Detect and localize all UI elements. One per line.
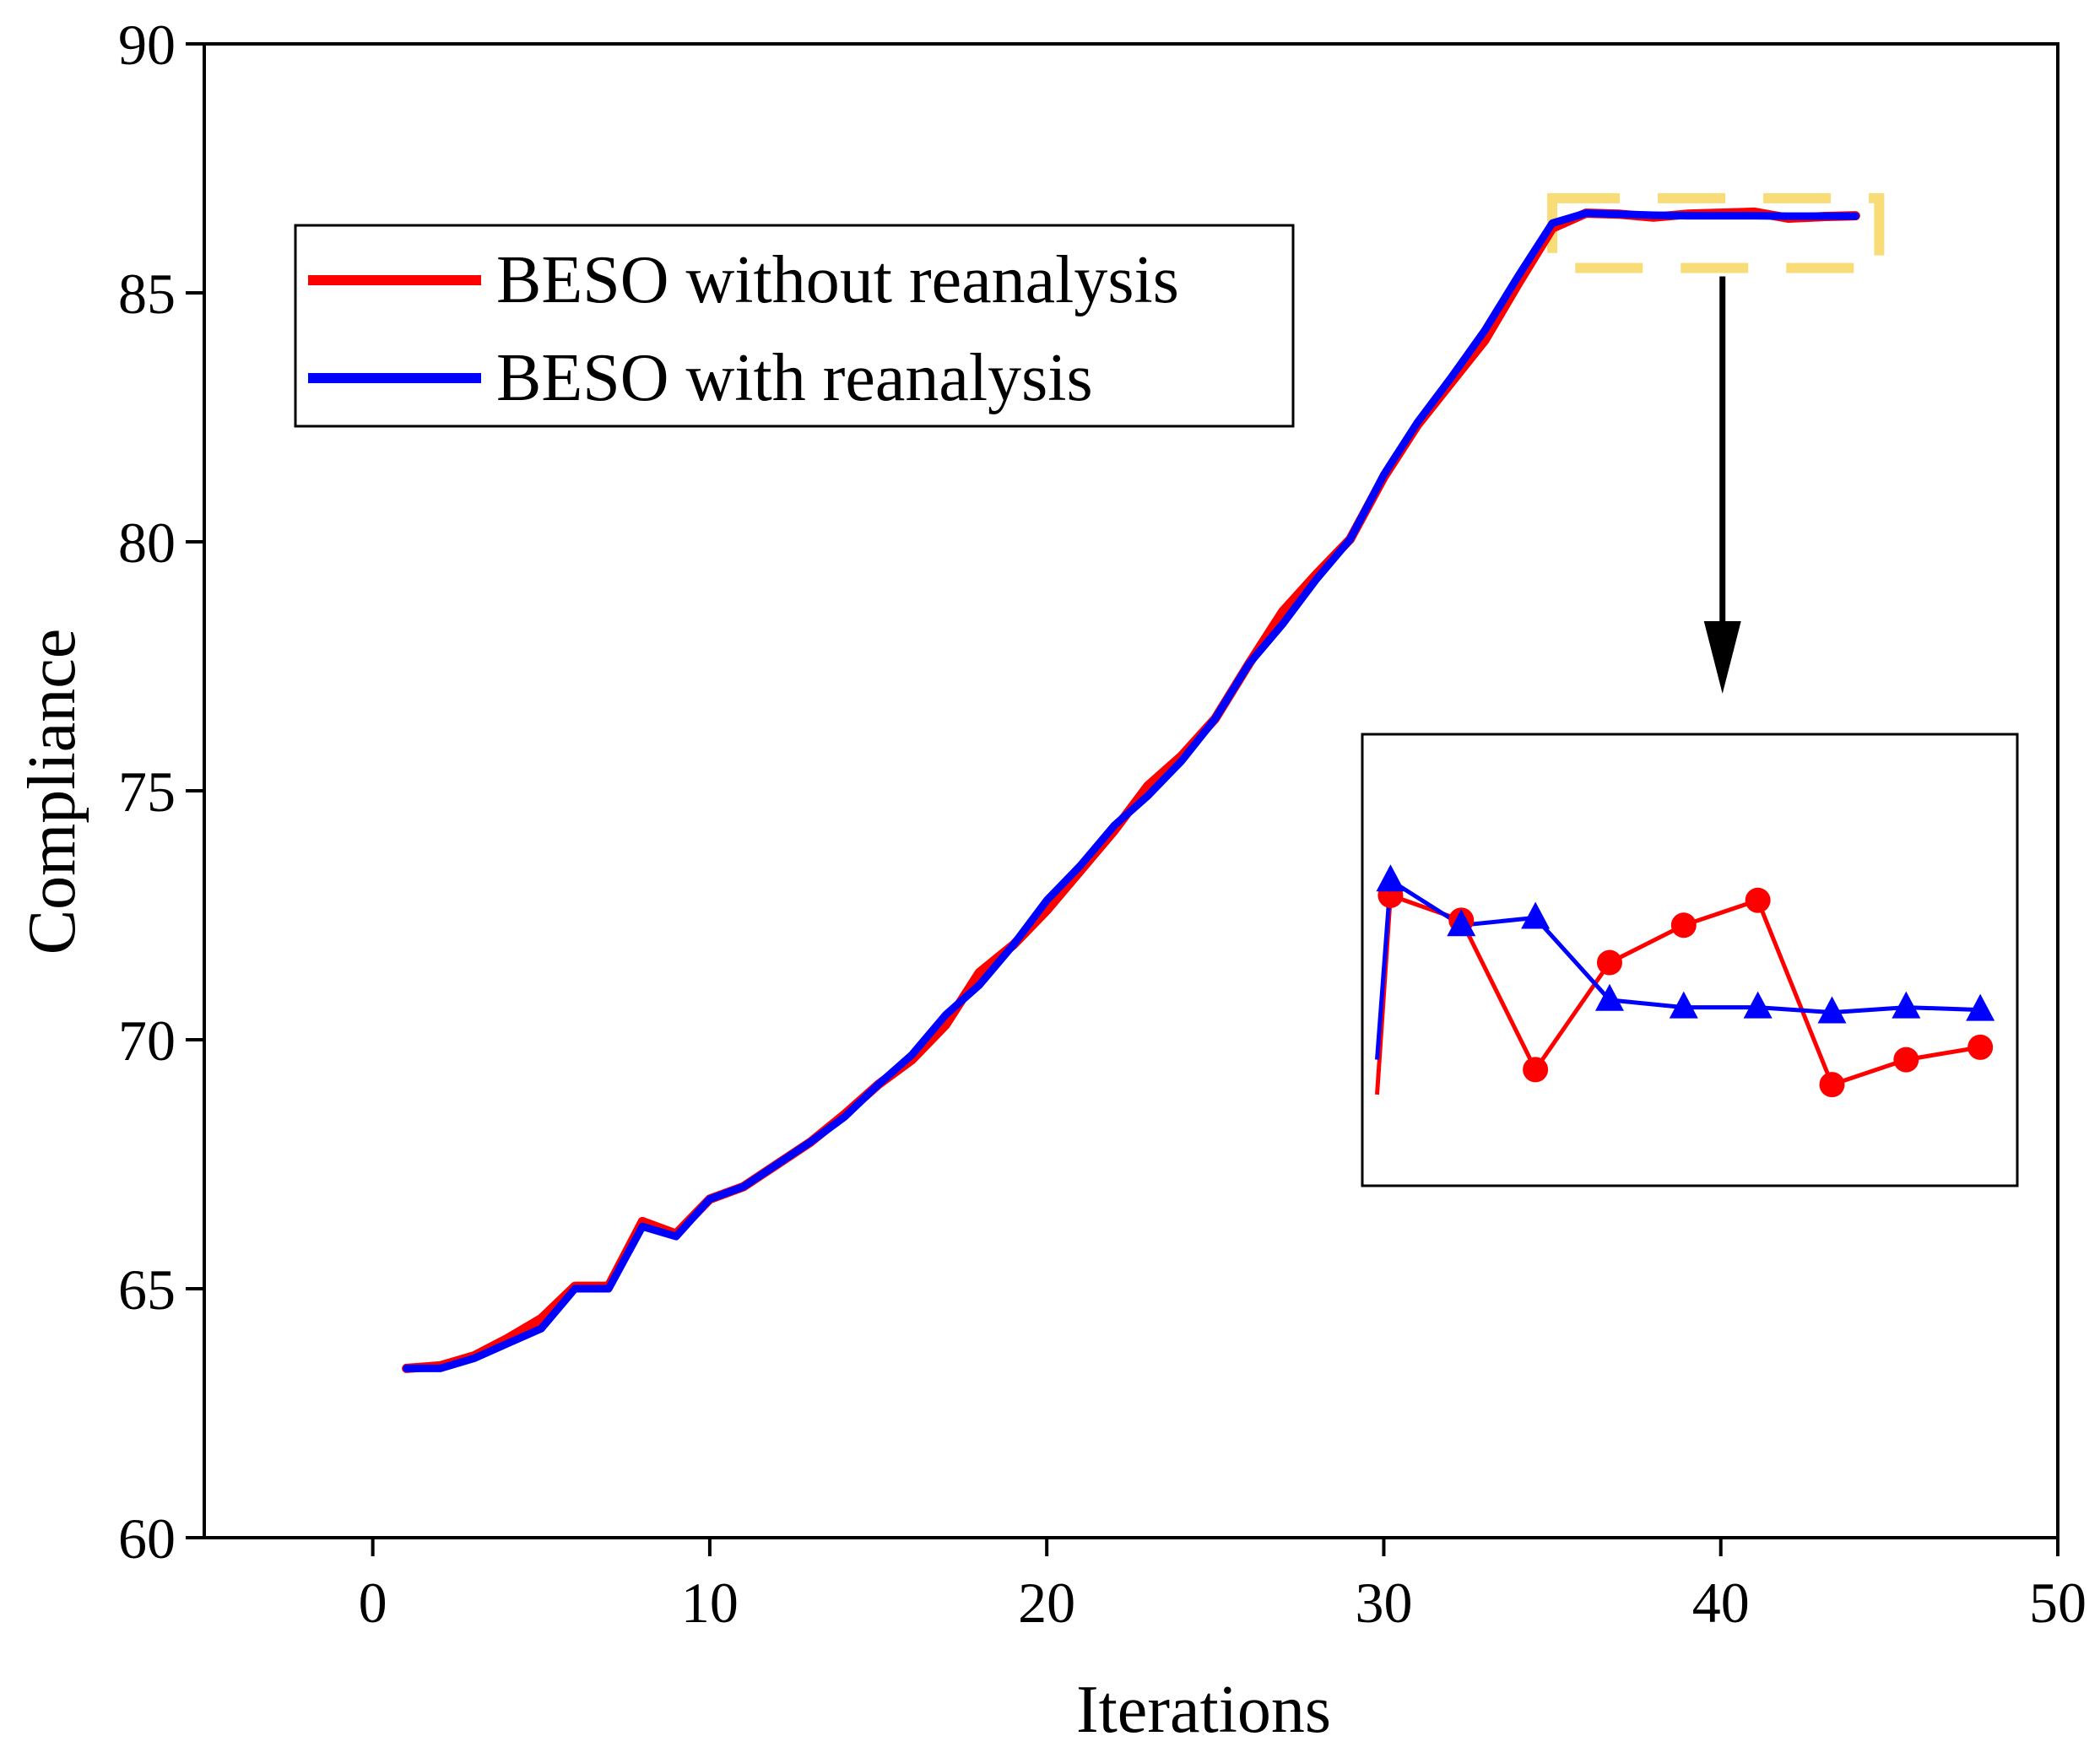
inset-blue-marker <box>1376 864 1405 892</box>
legend-label-without-reanalysis: BESO without reanalysis <box>496 243 1179 317</box>
legend-label-with-reanalysis: BESO with reanalysis <box>496 341 1093 415</box>
y-tick-label: 90 <box>118 13 176 77</box>
axes: 0 10 20 30 40 50 60 65 70 75 80 85 90 <box>118 13 2086 1635</box>
inset-red-marker <box>1596 949 1622 976</box>
inset-blue-marker <box>1743 991 1773 1019</box>
x-tick-label: 50 <box>2029 1571 2086 1635</box>
inset-zoom-panel <box>1361 733 2019 1187</box>
x-axis-title: Iterations <box>1076 1673 1331 1747</box>
series-line-1 <box>403 209 1859 1372</box>
y-tick-label: 65 <box>118 1258 176 1322</box>
inset-blue-marker <box>1594 983 1624 1011</box>
inset-red-marker <box>1670 912 1697 938</box>
inset-red-marker <box>1893 1047 1919 1073</box>
inset-blue-line <box>1375 876 1981 1060</box>
x-tick-label: 10 <box>681 1571 739 1635</box>
x-tick-label: 0 <box>359 1571 387 1635</box>
y-tick-label: 75 <box>118 760 176 824</box>
zoom-arrow-head <box>1703 621 1741 694</box>
inset-blue-marker <box>1966 993 1995 1021</box>
inset-red-marker <box>1967 1034 1994 1060</box>
inset-red-line <box>1375 892 1981 1095</box>
y-tick-label: 60 <box>118 1506 176 1571</box>
inset-blue-marker <box>1669 991 1698 1019</box>
zoom-region-box <box>1547 192 1885 694</box>
x-tick-label: 30 <box>1355 1571 1412 1635</box>
legend-box <box>294 224 1295 428</box>
y-tick-label: 85 <box>118 262 176 326</box>
legend: BESO without reanalysis BESO with reanal… <box>294 224 1295 428</box>
inset-content <box>1375 864 1995 1098</box>
inset-frame <box>1361 733 2019 1187</box>
x-tick-label: 40 <box>1692 1571 1750 1635</box>
inset-red-marker <box>1819 1072 1845 1098</box>
inset-blue-marker <box>1892 991 1921 1019</box>
series-lines <box>402 207 1860 1373</box>
x-tick-label: 20 <box>1018 1571 1075 1635</box>
inset-red-marker <box>1523 1057 1549 1083</box>
inset-blue-marker <box>1447 909 1476 937</box>
y-axis-title: Compliance <box>15 629 89 955</box>
inset-red-marker <box>1745 887 1771 913</box>
y-tick-label: 70 <box>118 1009 176 1073</box>
inset-blue-marker <box>1521 901 1551 929</box>
inset-blue-marker <box>1817 996 1847 1024</box>
y-tick-label: 80 <box>118 511 176 575</box>
